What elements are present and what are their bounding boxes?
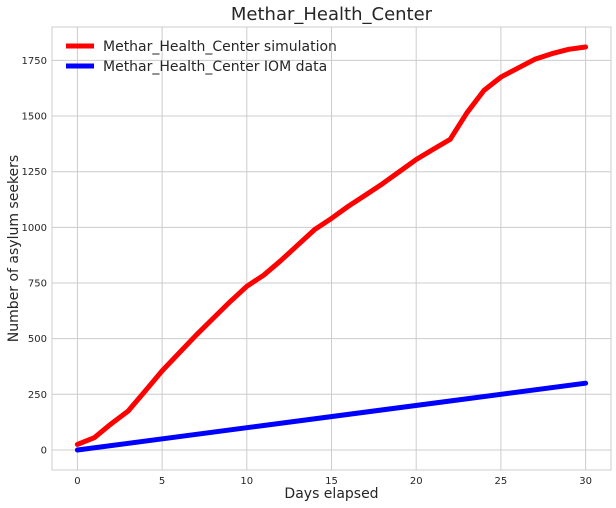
y-tick-label: 1250 <box>22 167 47 178</box>
y-tick-label: 750 <box>28 279 47 290</box>
series-line-iom-data <box>74 380 589 453</box>
y-axis-label: Number of asylum seekers <box>6 155 22 342</box>
x-tick-label: 30 <box>579 476 592 487</box>
x-axis-label: Days elapsed <box>284 486 378 502</box>
y-tick-label: 500 <box>28 334 47 345</box>
x-tick-label: 10 <box>240 476 253 487</box>
y-tick-label: 1000 <box>22 223 47 234</box>
y-tick-label: 0 <box>41 445 47 456</box>
y-tick-label: 1750 <box>22 56 47 67</box>
chart-title: Methar_Health_Center <box>231 4 433 25</box>
y-tick-label: 1500 <box>22 112 47 123</box>
x-tick-label: 0 <box>74 476 80 487</box>
legend-label-simulation: Methar_Health_Center simulation <box>103 39 337 55</box>
x-tick-label: 25 <box>495 476 508 487</box>
legend-label-iom-data: Methar_Health_Center IOM data <box>103 59 327 75</box>
x-tick-label: 15 <box>325 476 338 487</box>
x-tick-label: 5 <box>159 476 165 487</box>
legend: Methar_Health_Center simulation Methar_H… <box>66 39 337 75</box>
grid <box>52 27 611 470</box>
series-layer <box>74 44 589 453</box>
x-tick-label: 20 <box>410 476 423 487</box>
y-tick-label: 250 <box>28 390 47 401</box>
series-line-simulation <box>74 44 589 447</box>
plot-frame <box>51 26 612 471</box>
tick-labels: 0 5 10 15 20 25 30 0 250 500 750 1000 1250 1500 1750 <box>22 56 592 487</box>
